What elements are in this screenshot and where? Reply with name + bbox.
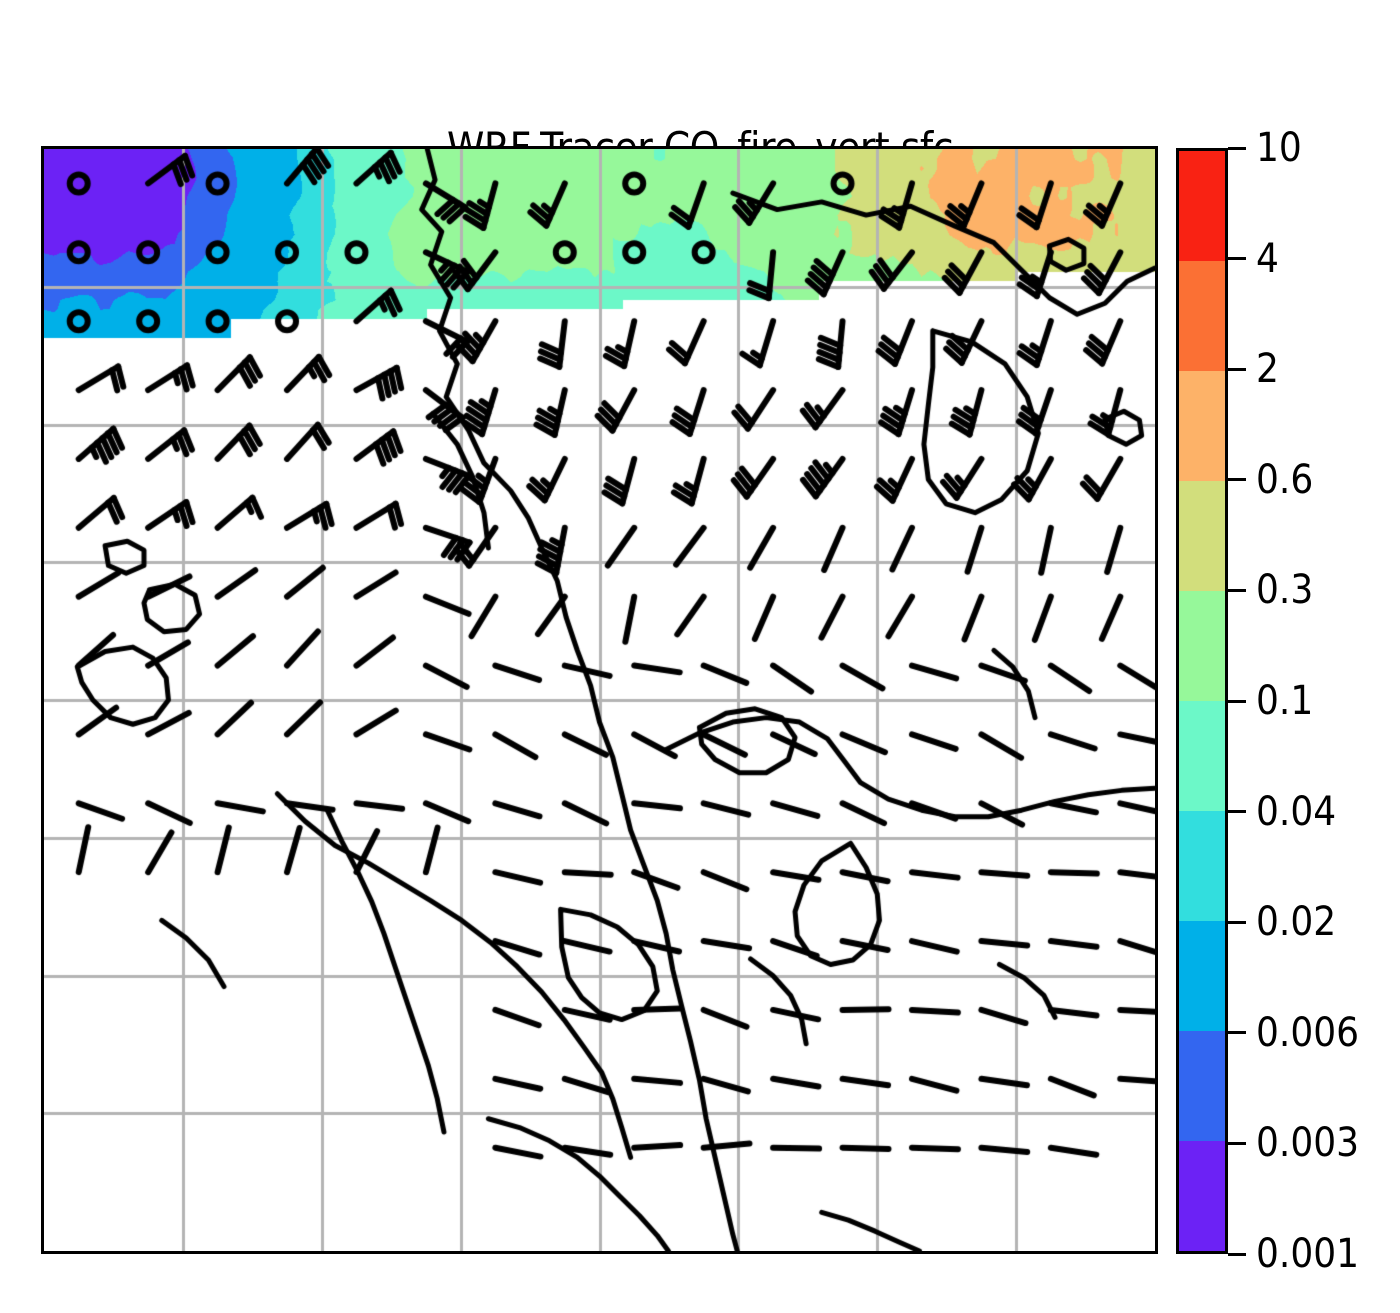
- tick-label: 0.04: [1256, 788, 1337, 835]
- colorbar-band-0: [1179, 151, 1225, 261]
- colorbar-band-8: [1179, 1031, 1225, 1141]
- tick-dash-icon: [1228, 699, 1246, 703]
- colorbar-band-4: [1179, 591, 1225, 701]
- tick-label: 0.6: [1256, 456, 1314, 503]
- colorbar-band-9: [1179, 1141, 1225, 1251]
- colorbar-tick-labels: 10 4 2 0.6 0.3 0.1 0.04 0.02 0.006 0.003 0.001: [1228, 128, 1400, 1274]
- colorbar-band-1: [1179, 261, 1225, 371]
- tick-dash-icon: [1228, 146, 1246, 150]
- colorbar-band-2: [1179, 371, 1225, 481]
- tick-dash-icon: [1228, 257, 1246, 261]
- map-plot-area[interactable]: [41, 146, 1158, 1254]
- colorbar-band-6: [1179, 811, 1225, 921]
- tick-dash-icon: [1228, 367, 1246, 371]
- colorbar-band-5: [1179, 701, 1225, 811]
- tick-dash-icon: [1228, 1031, 1246, 1035]
- tick-label: 0.001: [1256, 1231, 1359, 1277]
- tick-label: 4: [1256, 235, 1279, 282]
- tick-label: 0.006: [1256, 1009, 1359, 1056]
- tick-dash-icon: [1228, 478, 1246, 482]
- colorbar-gradient: [1176, 148, 1228, 1254]
- tick-label: 2: [1256, 346, 1279, 393]
- tick-label: 0.3: [1256, 567, 1314, 614]
- tick-label: 10: [1256, 125, 1302, 171]
- tick-dash-icon: [1228, 1141, 1246, 1145]
- tick-dash-icon: [1228, 588, 1246, 592]
- tick-dash-icon: [1228, 920, 1246, 924]
- contour-map-canvas: [44, 149, 1155, 1251]
- tick-label: 0.003: [1256, 1120, 1359, 1167]
- tick-label: 0.1: [1256, 678, 1314, 724]
- tick-dash-icon: [1228, 810, 1246, 814]
- colorbar[interactable]: [1176, 148, 1228, 1254]
- colorbar-band-7: [1179, 921, 1225, 1031]
- tick-dash-icon: [1228, 1252, 1246, 1256]
- colorbar-band-3: [1179, 481, 1225, 591]
- tick-label: 0.02: [1256, 899, 1337, 946]
